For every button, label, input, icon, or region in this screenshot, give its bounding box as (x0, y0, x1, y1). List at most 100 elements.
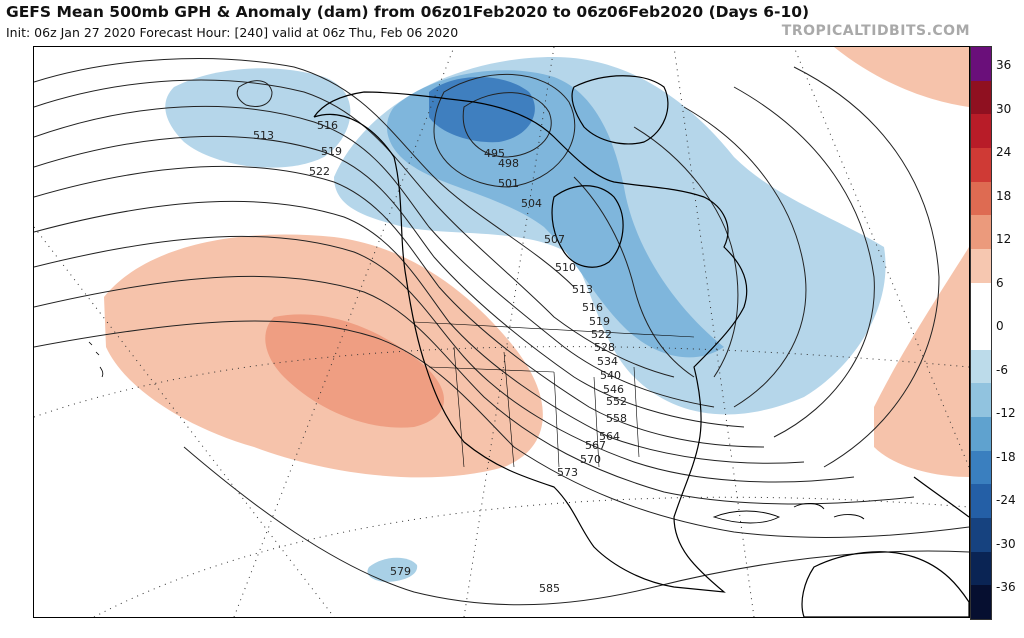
anomaly-shading (104, 47, 969, 582)
map-svg: 513 516 519 522 495 498 501 504 507 510 … (34, 47, 969, 617)
colorbar-tick-label: 6 (996, 275, 1004, 290)
height-contours (34, 58, 969, 606)
brand-watermark: TROPICALTIDBITS.COM (781, 23, 970, 39)
contour-label: 528 (594, 341, 615, 354)
height-contour (34, 275, 915, 505)
contour-label: 507 (544, 233, 565, 246)
contour-label: 513 (253, 129, 274, 142)
colorbar-segment (971, 349, 991, 384)
height-contour (433, 73, 576, 188)
caribbean-islands (793, 503, 865, 520)
colorbar-segment (971, 47, 991, 82)
colorbar-segment (971, 518, 991, 553)
height-contour (34, 165, 765, 448)
height-contour (34, 79, 675, 378)
cold-anomaly-mid (386, 70, 724, 358)
colorbar-segment (971, 383, 991, 418)
colorbar (970, 46, 992, 620)
colorbar-tick-label: -36 (996, 580, 1016, 594)
contour-label: 519 (589, 315, 610, 328)
contour-label: 516 (317, 119, 338, 132)
cold-anomaly-gulf-alaska (165, 68, 351, 168)
map-panel: 513 516 519 522 495 498 501 504 507 510 … (33, 46, 970, 618)
cold-anomaly-small-subtropic (367, 557, 418, 582)
contour-label: 573 (557, 466, 578, 479)
contour-label: 498 (498, 157, 519, 170)
contour-label: 558 (606, 412, 627, 425)
colorbar-tick-label: -6 (996, 362, 1008, 377)
colorbar-segment (971, 181, 991, 216)
colorbar-tick-label: 18 (996, 188, 1012, 203)
height-contour (34, 105, 715, 408)
contour-label: 552 (606, 395, 627, 408)
europe-africa-edge (913, 476, 969, 518)
contour-label: 522 (309, 165, 330, 178)
south-america-outline (801, 551, 969, 617)
graticule (34, 47, 969, 617)
height-contour (793, 66, 940, 468)
height-contour (733, 86, 875, 438)
warm-anomaly-ne-corner (834, 47, 969, 107)
height-contour (183, 446, 969, 606)
height-contour (573, 176, 695, 378)
hawaii-islands (88, 341, 104, 378)
contour-label: 504 (521, 197, 542, 210)
colorbar-tick-label: 36 (996, 58, 1012, 72)
height-contour (34, 235, 855, 483)
greenland-outline (571, 75, 669, 145)
contour-label: 519 (321, 145, 342, 158)
graticule-line (463, 47, 555, 617)
colorbar-tick-label: 0 (996, 319, 1004, 333)
contour-labels: 513 516 519 522 495 498 501 504 507 510 … (253, 119, 627, 595)
contour-label: 564 (599, 430, 620, 443)
colorbar-segment (971, 114, 991, 149)
chart-subtitle: Init: 06z Jan 27 2020 Forecast Hour: [24… (6, 25, 459, 40)
contour-label: 534 (597, 355, 618, 368)
colorbar-segment (971, 147, 991, 183)
colorbar-segment (971, 417, 991, 452)
colorbar-tick-label: -18 (996, 449, 1016, 464)
us-state-borders (413, 321, 695, 468)
contour-label: 567 (585, 439, 606, 452)
height-contour (236, 80, 273, 107)
colorbar-segment (971, 450, 991, 485)
height-contour (34, 200, 805, 464)
contour-label: 546 (603, 383, 624, 396)
colorbar-segment (971, 248, 991, 284)
contour-label: 585 (539, 582, 560, 595)
contour-label: 570 (580, 453, 601, 466)
contour-label: 516 (582, 301, 603, 314)
height-contour (34, 135, 745, 428)
colorbar-segment (971, 282, 991, 317)
colorbar-segment (971, 215, 991, 250)
height-contour (683, 106, 807, 408)
north-america-outline (313, 91, 748, 593)
warm-anomaly-core (265, 314, 444, 428)
colorbar-segment (971, 316, 991, 351)
height-contour (633, 126, 739, 378)
graticule-line (34, 226, 335, 617)
colorbar-tick-label: -30 (996, 536, 1016, 551)
colorbar-segment (971, 80, 991, 115)
contour-label: 579 (390, 565, 411, 578)
coastlines (88, 75, 969, 617)
contour-label: 540 (600, 369, 621, 382)
contour-label: 495 (484, 147, 505, 160)
colorbar-segment (971, 585, 991, 620)
colorbar-tick-label: 30 (996, 101, 1012, 116)
contour-label: 501 (498, 177, 519, 190)
contour-label: 522 (591, 328, 612, 341)
contour-label: 513 (572, 283, 593, 296)
colorbar-segment (971, 551, 991, 586)
colorbar-segment (971, 484, 991, 519)
cuba-outline (712, 510, 781, 524)
colorbar-tick-label: -12 (996, 406, 1016, 420)
colorbar-tick-label: 12 (996, 232, 1012, 246)
height-contour (34, 58, 575, 288)
contour-label: 510 (555, 261, 576, 274)
height-contour (462, 92, 552, 158)
hudson-bay-outline (551, 185, 624, 268)
height-contour (34, 320, 969, 538)
colorbar-tick-label: 24 (996, 145, 1012, 159)
cold-anomaly-core (429, 77, 535, 143)
